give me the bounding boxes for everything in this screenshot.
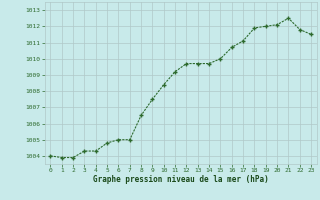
X-axis label: Graphe pression niveau de la mer (hPa): Graphe pression niveau de la mer (hPa) (93, 175, 269, 184)
